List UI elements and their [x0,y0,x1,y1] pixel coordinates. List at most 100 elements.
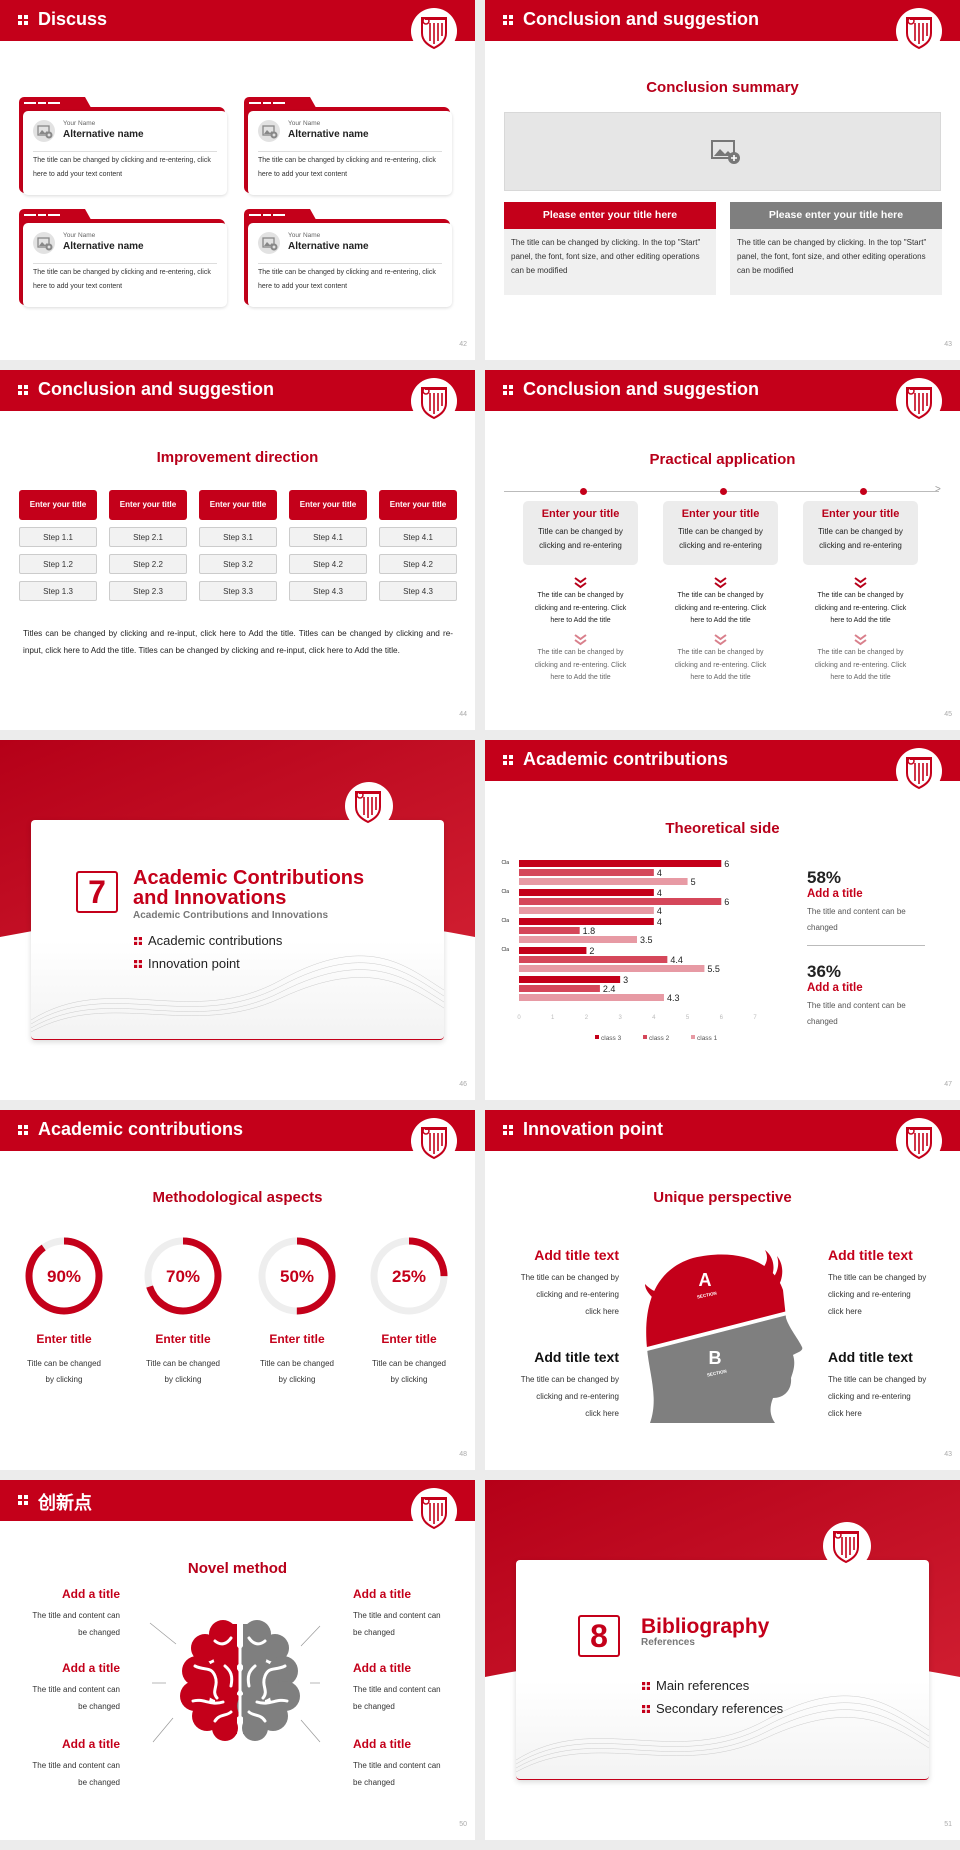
timeline-dot [860,488,867,495]
block-text: The title can be changed by clicking and… [828,1273,927,1316]
grid-dots-icon [18,385,28,395]
step-box[interactable]: Step 1.1 [19,527,97,547]
image-placeholder-icon [258,232,280,254]
page-number: 50 [459,1821,467,1828]
step-box[interactable]: Step 4.2 [379,554,457,574]
section-menu-item[interactable]: Academic contributions [133,933,383,949]
section-number: 7 [76,871,118,913]
step-box[interactable]: Step 4.3 [379,581,457,601]
block-title: Add title text [534,1247,619,1263]
profile-card[interactable]: Your Name Alternative name The title can b… [244,209,452,307]
slide-title: Conclusion and suggestion [38,379,275,399]
step-column-title[interactable]: Enter your title [19,490,97,520]
slide-42[interactable]: Discuss 42 Your Name Alternative name The ti… [0,0,475,360]
step-box[interactable]: Step 1.3 [19,581,97,601]
step-box[interactable]: Step 3.3 [199,581,277,601]
step-box[interactable]: Step 3.2 [199,554,277,574]
profile-card[interactable]: Your Name Alternative name The title can b… [19,97,227,195]
slide-title: Academic contributions [523,749,729,769]
progress-ring [370,1237,448,1315]
ring-percent: 90% [46,1267,82,1286]
step-box[interactable]: Step 2.1 [109,527,187,547]
slide-46[interactable]: 46 7 Academic Contributions and Innovations… [0,740,475,1100]
menu-item-label: Main references [656,1678,750,1693]
bar-class-3 [519,947,587,954]
application-card[interactable]: Enter your title Title can be changed by … [803,501,918,565]
step-box[interactable]: Step 4.1 [379,527,457,547]
section-card: 7 Academic Contributions and Innovations Ac… [30,820,445,1040]
block-title: Add a title [61,1737,120,1751]
slide-45[interactable]: Conclusion and suggestion 45 Practical app… [485,370,960,730]
section-title: Academic Contributions [133,867,365,889]
data-label: 3 [623,975,628,985]
data-label: 5.5 [707,964,720,974]
step-box[interactable]: Step 4.1 [289,527,367,547]
slide-43[interactable]: Innovation point 43 Unique perspective A SEC… [485,1110,960,1470]
stat-title: Add a title [807,982,863,994]
block-title: Add a title [353,1661,412,1675]
step-box[interactable]: Step 4.2 [289,554,367,574]
slide-50[interactable]: 创新点 50 Novel method Add a title The title an… [0,1480,475,1840]
ring-title: Enter title [269,1332,325,1346]
ring-fill [258,1237,336,1315]
step-column-title[interactable]: Enter your title [289,490,367,520]
double-chevron-down-icon [713,633,728,651]
section-title: and Innovations [133,887,287,909]
university-logo [345,782,393,830]
slide-51[interactable]: 51 8 Bibliography References Main references… [485,1480,960,1840]
item-text: The title can be changed by clicking and… [814,649,907,681]
x-tick-label: 2 [585,1015,589,1021]
application-card[interactable]: Enter your title Title can be changed by … [523,501,638,565]
item-text: The title can be changed by clicking and… [814,592,907,624]
step-box[interactable]: Step 2.3 [109,581,187,601]
image-placeholder[interactable] [504,112,941,191]
grid-dots-icon [18,1125,28,1135]
university-logo [896,1118,942,1164]
stat-value: 58% [807,868,842,887]
stat-text: The title and content can be changed [807,1001,906,1026]
university-logo [896,748,942,794]
timeline-arrow-icon: > [935,484,941,495]
slide-43[interactable]: Conclusion and suggestion 43 Conclusion su… [485,0,960,360]
card-label: Your Name [63,120,96,127]
step-box[interactable]: Step 1.2 [19,554,97,574]
step-box[interactable]: Step 4.3 [289,581,367,601]
x-tick-label: 0 [517,1015,521,1021]
stat-value: 36% [807,962,842,981]
slide-47[interactable]: Academic contributions 47 Theoretical side… [485,740,960,1100]
step-column-title[interactable]: Enter your title [199,490,277,520]
section-menu-item[interactable]: Main references [641,1678,891,1694]
slide-title: Academic contributions [38,1119,244,1139]
item-text: The title can be changed by clicking and… [534,649,627,681]
slide-44[interactable]: Conclusion and suggestion 44 Improvement d… [0,370,475,730]
bar-class-3 [519,976,621,983]
profile-card[interactable]: Your Name Alternative name The title can b… [19,209,227,307]
section-subtitle: Conclusion summary [646,79,799,96]
legend-swatch [691,1035,695,1039]
bar-class-1 [519,994,664,1001]
university-logo [411,8,457,54]
step-column-title[interactable]: Enter your title [109,490,187,520]
block-text: The title and content can be changed [353,1611,441,1637]
bar-class-2 [519,869,654,876]
profile-card[interactable]: Your Name Alternative name The title can b… [244,97,452,195]
section-menu-item[interactable]: Innovation point [133,956,383,972]
section-menu-item[interactable]: Secondary references [641,1701,891,1717]
step-box[interactable]: Step 3.1 [199,527,277,547]
x-tick-label: 5 [686,1015,690,1021]
bar-class-2 [519,898,722,905]
double-chevron-down-icon [713,576,728,594]
bar-class-2 [519,985,600,992]
application-card[interactable]: Enter your title Title can be changed by … [663,501,778,565]
card-text: The title can be changed by clicking and… [33,269,211,290]
grid-dots-icon [642,1682,650,1690]
block-title: Add a title [61,1661,120,1675]
step-column-title[interactable]: Enter your title [379,490,457,520]
ring-percent: 25% [391,1267,427,1286]
card-text: The title can be changed by clicking and… [258,157,436,178]
data-label: 2.4 [603,984,616,994]
slide-48[interactable]: Academic contributions 48 Methodological a… [0,1110,475,1470]
section-wave-pattern [515,1680,930,1780]
step-box[interactable]: Step 2.2 [109,554,187,574]
university-logo [411,378,457,424]
